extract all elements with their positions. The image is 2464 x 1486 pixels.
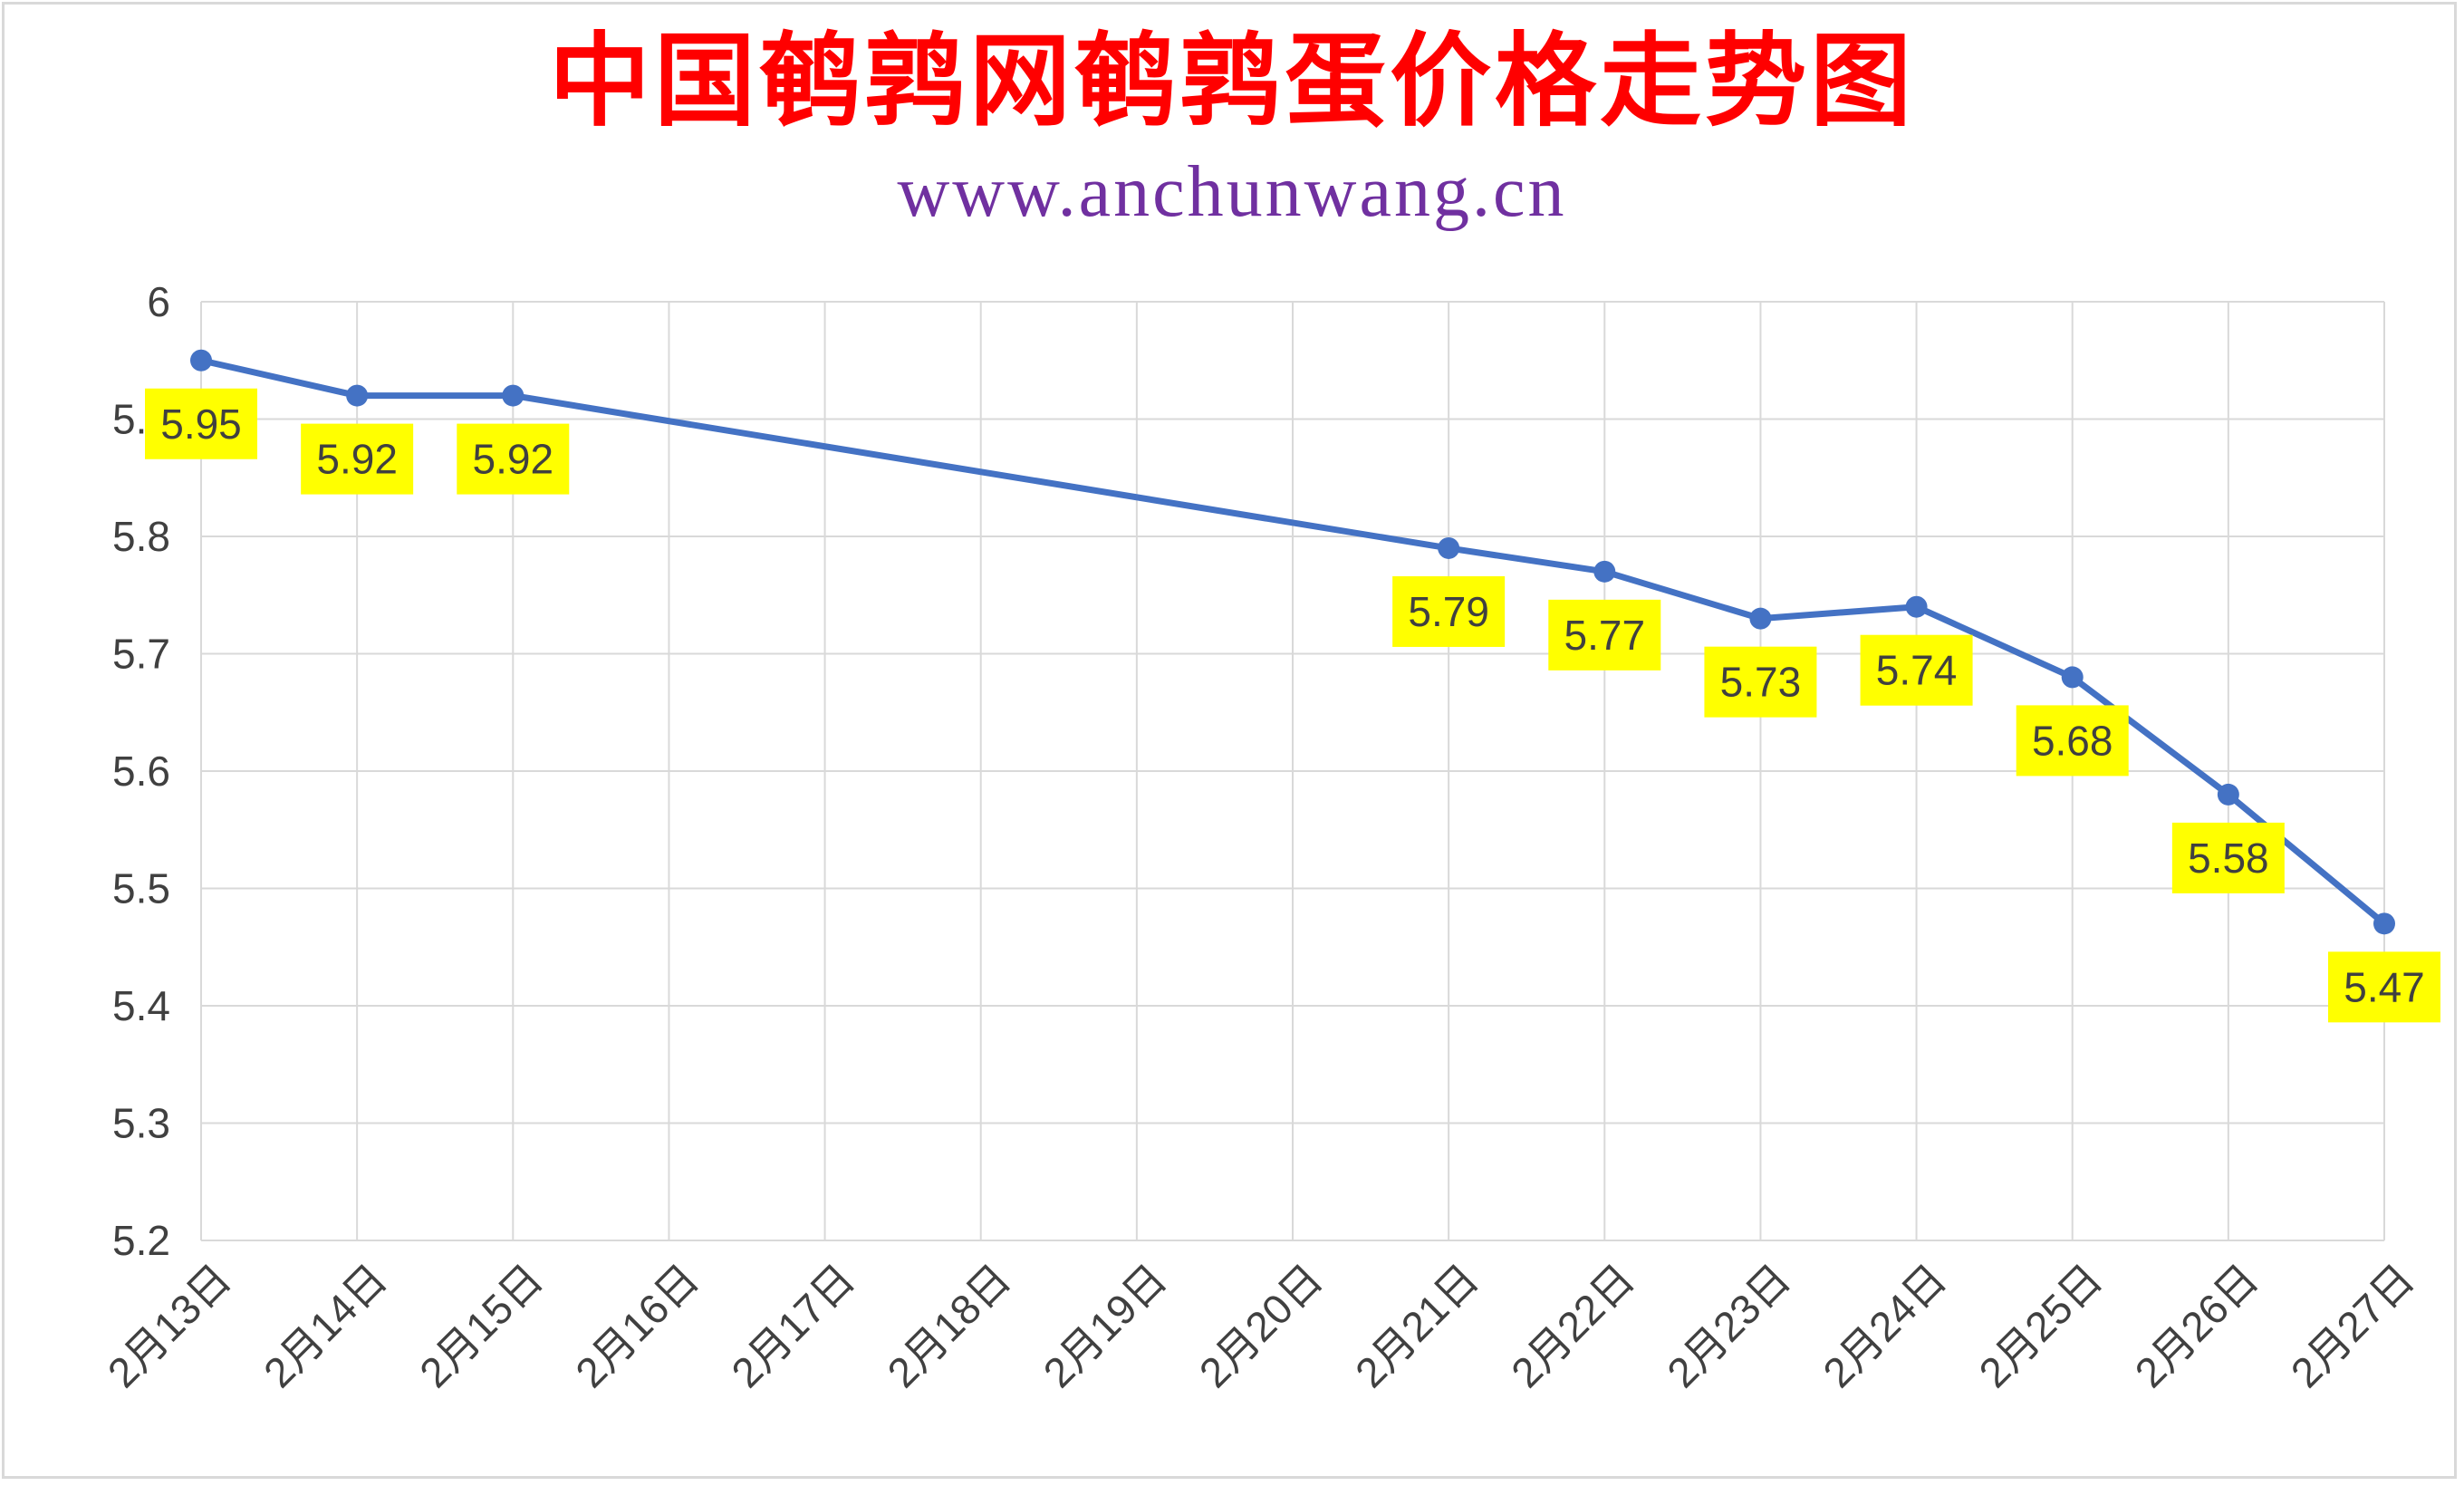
y-tick-label: 5.8 (112, 513, 170, 560)
x-tick-label: 2月15日 (410, 1255, 552, 1396)
data-point (1749, 607, 1772, 630)
data-point (1593, 560, 1616, 583)
y-tick-label: 5.4 (112, 982, 170, 1029)
x-tick-label: 2月21日 (1346, 1255, 1487, 1396)
x-tick-label: 2月18日 (878, 1255, 1019, 1396)
data-label: 5.68 (2032, 717, 2113, 764)
chart-title: 中国鹌鹑网鹌鹑蛋价格走势图 (549, 22, 1915, 140)
data-label-box (1860, 634, 1973, 706)
data-point (2061, 666, 2084, 689)
data-label-box (457, 423, 570, 495)
x-tick-label: 2月17日 (722, 1255, 863, 1396)
data-label-box (2171, 822, 2285, 893)
y-tick-label: 5.5 (112, 865, 170, 912)
y-tick-label: 6 (147, 278, 170, 325)
data-label-box (1392, 575, 1506, 647)
data-label-box (2328, 951, 2440, 1023)
data-label-box (301, 423, 414, 495)
data-label: 5.92 (316, 436, 398, 483)
x-tick-label: 2月24日 (1814, 1255, 1955, 1396)
x-tick-label: 2月16日 (566, 1255, 707, 1396)
x-tick-label: 2月19日 (1035, 1255, 1176, 1396)
data-point (2373, 912, 2395, 935)
data-label-box (1548, 599, 1661, 671)
data-label: 5.74 (1876, 647, 1958, 694)
y-tick-label: 5.7 (112, 631, 170, 678)
x-tick-label: 2月25日 (1969, 1255, 2111, 1396)
data-label: 5.73 (1720, 659, 1802, 706)
x-tick-label: 2月27日 (2282, 1255, 2423, 1396)
x-tick-label: 2月26日 (2126, 1255, 2267, 1396)
y-tick-label: 5.3 (112, 1100, 170, 1147)
data-label: 5.95 (160, 400, 242, 448)
data-point (190, 349, 212, 372)
data-point (1438, 536, 1460, 559)
data-label: 5.47 (2344, 963, 2425, 1010)
data-label-box (2016, 705, 2129, 777)
data-point (2217, 783, 2239, 806)
data-label: 5.92 (473, 436, 554, 483)
series-line (197, 357, 2388, 927)
x-tick-label: 2月20日 (1190, 1255, 1332, 1396)
y-tick-label: 5.6 (112, 748, 170, 795)
data-point (1905, 595, 1928, 618)
x-tick-label: 2月13日 (99, 1255, 240, 1396)
x-tick-label: 2月22日 (1502, 1255, 1643, 1396)
chart-subtitle: www.anchunwang.cn (897, 152, 1567, 232)
data-point (502, 384, 525, 407)
data-label-box (145, 388, 257, 459)
y-tick-label: 5.2 (112, 1217, 170, 1264)
data-point (346, 384, 369, 407)
data-label: 5.77 (1564, 612, 1646, 659)
data-label-box (1704, 646, 1817, 718)
data-label: 5.79 (1408, 588, 1489, 635)
data-label: 5.58 (2188, 835, 2269, 882)
x-tick-label: 2月14日 (255, 1255, 396, 1396)
x-tick-label: 2月23日 (1658, 1255, 1799, 1396)
